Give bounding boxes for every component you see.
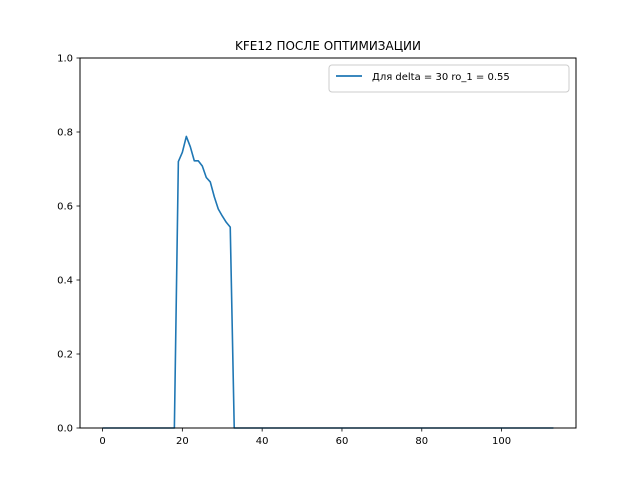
y-tick-label: 0.2 [57, 350, 73, 361]
x-tick-label: 0 [99, 436, 105, 447]
y-tick-label: 1.0 [57, 54, 73, 65]
y-tick-label: 0.6 [57, 202, 73, 213]
legend-box [328, 64, 570, 93]
x-tick-label: 60 [336, 436, 349, 447]
x-tick-label: 100 [492, 436, 511, 447]
series-layer [102, 135, 554, 429]
x-tick-label: 80 [415, 436, 428, 447]
plot-frame [79, 57, 577, 429]
axis-ticks: 0 20 40 60 80 100 0.0 0.2 0.4 0.6 0.8 1.0 [57, 54, 511, 447]
y-tick-label: 0.8 [57, 128, 73, 139]
y-tick-label: 0.4 [57, 276, 73, 287]
legend-entry-label: Для delta = 30 ro_1 = 0.55 [372, 72, 510, 83]
y-tick-label: 0.0 [57, 424, 73, 435]
chart-title: KFE12 ПОСЛЕ ОПТИМИЗАЦИИ [235, 39, 421, 53]
series-line [102, 135, 554, 429]
x-tick-label: 40 [256, 436, 269, 447]
legend: Для delta = 30 ro_1 = 0.55 [328, 64, 570, 93]
x-tick-label: 20 [176, 436, 189, 447]
